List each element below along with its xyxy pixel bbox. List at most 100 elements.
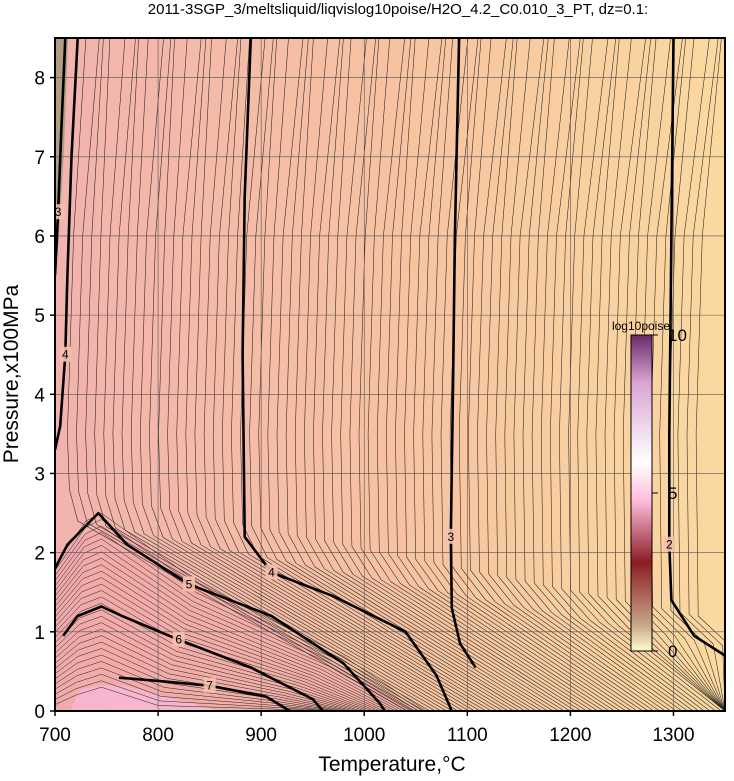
minor-contour-line <box>55 654 343 711</box>
contour-label: 6 <box>175 633 182 647</box>
minor-contour-line <box>686 38 725 711</box>
minor-contour-line <box>194 38 487 711</box>
minor-contour-line <box>55 609 369 711</box>
minor-contour-line <box>367 38 593 711</box>
contour-label: 3 <box>447 530 454 544</box>
y-tick-label: 8 <box>34 69 45 90</box>
y-axis: 0 1 2 3 4 5 6 7 8 <box>34 69 55 723</box>
minor-contour-line <box>267 38 531 711</box>
x-tick-label: 900 <box>245 725 277 746</box>
major-contours: 2 3 4 4 3 5 6 7 <box>55 38 725 711</box>
colorbar-label: log10poise <box>612 319 670 333</box>
major-contour-line <box>55 38 67 276</box>
minor-contour-line <box>276 38 537 711</box>
minor-contour-line <box>258 38 526 711</box>
minor-contour-line <box>55 686 324 711</box>
minor-contour-line <box>376 38 599 711</box>
minor-contour-line <box>340 38 576 711</box>
minor-contour-line <box>121 38 442 711</box>
minor-contour-line <box>55 596 377 711</box>
minor-contour-line <box>313 38 559 711</box>
minor-contour-line <box>568 38 716 711</box>
contour-label-bg <box>663 536 676 552</box>
minor-contour-line <box>55 641 350 711</box>
minor-contour-line <box>158 38 464 711</box>
chart-title: 2011-3SGP_3/meltsliquid/liqvislog10poise… <box>148 1 648 18</box>
low-temperature-high-viscosity-region <box>55 38 420 711</box>
minor-contour-line <box>622 38 725 711</box>
minor-contour-line <box>55 616 366 711</box>
x-tick-label: 800 <box>142 725 174 746</box>
minor-contour-line <box>531 38 694 711</box>
colorbar-tick-label: 0 <box>668 642 677 661</box>
minor-contour-line <box>140 38 453 711</box>
contour-label: 5 <box>186 577 193 591</box>
y-axis-label: Pressure,x100MPa <box>0 284 23 463</box>
x-axis: 700 800 900 1000 1100 1200 1300 <box>39 711 695 746</box>
y-tick-label: 4 <box>34 385 45 406</box>
contour-label-bg <box>203 677 216 693</box>
minor-contour-line <box>386 38 604 711</box>
contour-label: 2 <box>666 538 673 552</box>
minor-contour-line <box>413 38 621 711</box>
minor-contour-line <box>422 38 627 711</box>
minor-contour-line <box>55 532 415 711</box>
contour-label: 7 <box>206 679 213 693</box>
minor-contour-line <box>85 38 419 711</box>
minor-contour-line <box>55 564 396 711</box>
minor-contour-line <box>404 38 615 711</box>
contour-label-bg <box>59 346 72 362</box>
contour-label-bg <box>172 631 185 647</box>
x-tick-label: 1300 <box>652 725 694 746</box>
minor-contour-line <box>349 38 582 711</box>
minor-contour-line <box>504 38 677 711</box>
minor-contour-line <box>130 38 447 711</box>
minor-contour-line <box>540 38 699 711</box>
x-axis-label: Temperature,°C <box>318 753 465 776</box>
minor-contour-line <box>94 38 425 711</box>
minor-contour-line <box>167 38 470 711</box>
contour-label: 3 <box>55 205 62 219</box>
minor-contour-line <box>486 38 666 711</box>
minor-contour-line <box>222 38 503 711</box>
minor-contour-line <box>55 545 408 711</box>
minor-contour-line <box>513 38 683 711</box>
minor-contour-line <box>695 38 725 711</box>
minor-contour-line <box>176 38 475 711</box>
minor-contour-line <box>55 557 400 711</box>
minor-contour-line <box>440 38 638 711</box>
plot-area: 2 3 4 4 3 5 6 7 <box>54 37 726 712</box>
minor-contour-line <box>240 38 515 711</box>
colorbar-gradient <box>630 334 653 652</box>
minor-contour-line <box>304 38 554 711</box>
y-tick-label: 2 <box>34 544 45 565</box>
minor-contour-line <box>577 38 722 711</box>
minor-contour-line <box>285 38 543 711</box>
minor-contour-line <box>559 38 711 711</box>
minor-contour-line <box>322 38 565 711</box>
minor-contour-line <box>431 38 632 711</box>
major-contour-line <box>55 38 79 450</box>
contour-label: 4 <box>268 565 275 579</box>
minor-contour-line <box>103 38 431 711</box>
minor-contour-line <box>677 38 725 711</box>
x-tick-label: 1100 <box>447 725 488 746</box>
y-tick-label: 0 <box>34 702 45 723</box>
minor-contour-line <box>613 38 725 711</box>
minor-contour-line <box>294 38 548 711</box>
x-tick-label: 1000 <box>343 725 385 746</box>
minor-contour-line <box>55 577 389 711</box>
minor-contour-line <box>203 38 492 711</box>
minor-contours <box>55 38 725 711</box>
minor-contour-line <box>358 38 587 711</box>
minor-contour-line <box>55 674 331 711</box>
minor-contour-line <box>55 538 411 711</box>
minor-contour-line <box>55 570 392 711</box>
minor-contour-line <box>468 38 655 711</box>
minor-contour-line <box>522 38 688 711</box>
minor-contour-line <box>55 661 339 711</box>
x-tick-label: 1200 <box>549 725 591 746</box>
y-tick-label: 1 <box>34 623 45 644</box>
colorbar-ticks: 0 5 10 <box>652 326 687 661</box>
